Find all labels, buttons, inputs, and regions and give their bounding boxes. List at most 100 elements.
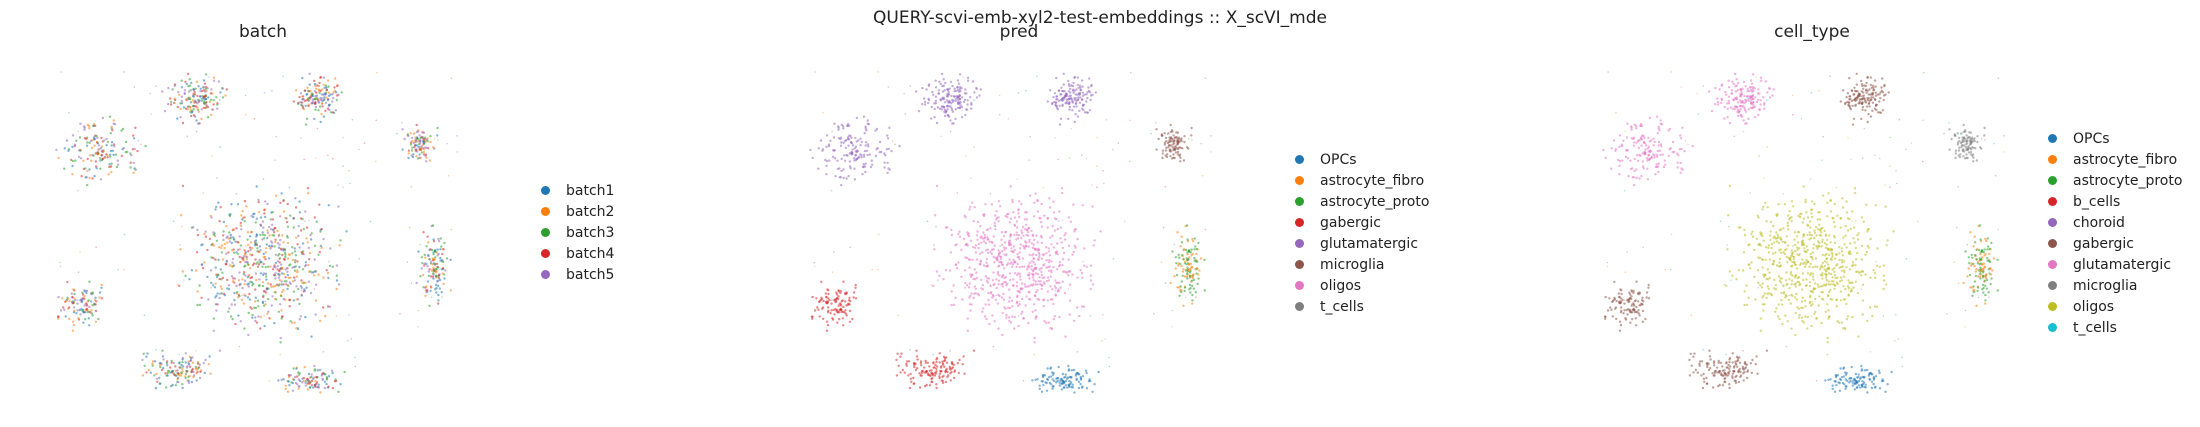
scatter-point [1050,260,1053,263]
scatter-point [1983,134,1986,137]
scatter-point [833,122,836,125]
scatter-point [325,96,328,99]
scatter-point [298,95,301,99]
scatter-point [905,362,908,366]
scatter-point [300,279,303,282]
scatter-point [1855,83,1859,86]
scatter-point [928,384,932,387]
scatter-point [1878,100,1881,103]
scatter-point [1794,311,1797,315]
scatter-point [886,134,889,137]
scatter-point [1047,261,1051,264]
scatter-point [1823,268,1826,271]
scatter-point [441,272,444,275]
scatter-point [1618,164,1621,168]
scatter-point [1181,253,1184,257]
scatter-point [944,114,947,118]
scatter-point [1179,245,1182,248]
scatter-point [1178,256,1181,259]
scatter-point [423,253,426,257]
scatter-point [1040,270,1043,273]
scatter-point [983,315,987,318]
scatter-point [1803,250,1806,253]
scatter-point [294,265,297,268]
scatter-point [838,176,841,179]
scatter-point [832,136,836,139]
scatter-point [1827,290,1831,294]
scatter-point [249,306,252,309]
scatter-point [821,148,825,151]
scatter-point [1987,291,1990,294]
scatter-point [1761,282,1764,285]
scatter-point [1716,100,1720,104]
scatter-point [1786,224,1789,227]
scatter-point [1716,103,1720,106]
scatter-point [963,372,966,375]
scatter-point [935,225,937,228]
scatter-point [264,200,267,203]
scatter-point [326,98,330,102]
scatter-point [839,144,843,147]
scatter-point [186,108,189,111]
scatter-point [202,79,206,82]
scatter-point [1720,97,1723,101]
scatter-point [414,140,418,143]
scatter-point [80,308,83,311]
scatter-point [322,276,325,279]
scatter-point [1164,136,1168,140]
scatter-point [957,371,960,375]
scatter-point [1874,204,1878,207]
scatter-point [1811,275,1815,278]
scatter-point [187,375,190,379]
scatter-point [1835,298,1838,302]
scatter-point [991,314,994,317]
scatter-point [834,298,838,301]
scatter-point [997,283,1000,286]
scatter-point [1195,267,1199,270]
scatter-point [933,102,936,105]
scatter-point [1060,187,1064,190]
scatter-point [1083,111,1087,114]
scatter-point [1055,242,1059,245]
scatter-point [316,369,319,372]
scatter-point [215,294,218,298]
scatter-point [1047,247,1051,250]
scatter-point [1813,236,1816,240]
scatter-point [212,284,215,287]
scatter-point [231,249,234,252]
scatter-point [982,231,985,234]
scatter-point [1667,129,1670,132]
scatter-point [325,86,328,90]
scatter-point [950,94,953,98]
scatter-point [1962,281,1965,285]
scatter-point [1755,100,1759,104]
scatter-point [159,363,162,367]
scatter-point [998,274,1001,277]
scatter-point [1810,255,1814,259]
scatter-point [1011,198,1014,202]
scatter-point [396,132,398,135]
scatter-point [151,360,155,363]
scatter-point [86,304,89,307]
scatter-point [864,141,868,144]
scatter-point [1768,258,1772,261]
scatter-point [335,315,338,317]
scatter-point [266,236,269,240]
scatter-point [950,361,954,364]
scatter-point [1825,243,1828,246]
scatter-point [163,109,167,113]
scatter-point [1006,253,1008,255]
scatter-point [920,364,923,367]
scatter-point [845,138,848,142]
scatter-point [1851,104,1854,108]
scatter-point [313,83,317,86]
scatter-point [1866,75,1870,79]
scatter-point [1868,105,1871,108]
scatter-point [811,295,814,299]
scatter-point [897,364,900,367]
scatter-point [1008,258,1011,261]
scatter-point [83,311,87,314]
scatter-point [1811,200,1814,203]
scatter-point [1871,93,1874,96]
scatter-point [184,372,188,375]
